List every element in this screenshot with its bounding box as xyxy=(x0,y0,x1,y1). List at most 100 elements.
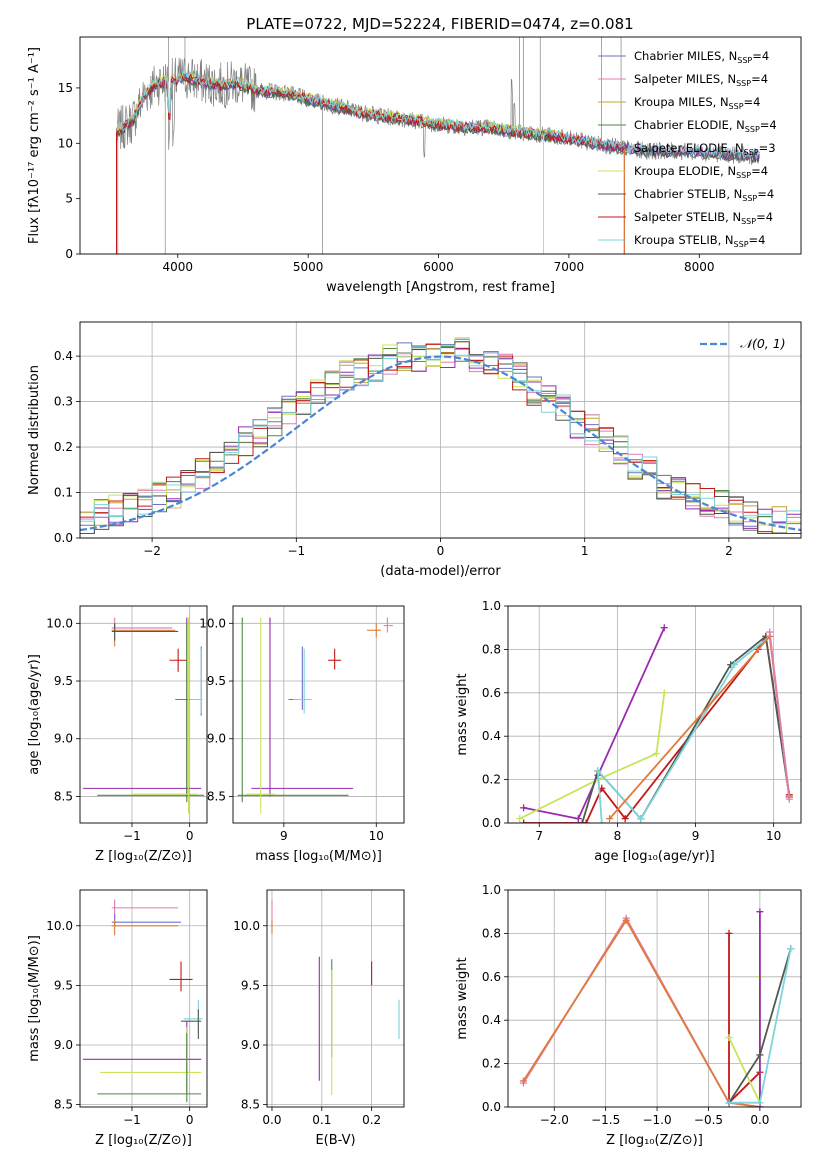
legend-label: Chabrier MILES, NSSP=4 xyxy=(634,49,769,65)
weight-marker-salpeter_stelib xyxy=(725,929,733,937)
x-axis-label: mass [log₁₀(M/M⊙)] xyxy=(255,849,382,864)
x-axis-label: E(B-V) xyxy=(315,1133,355,1148)
weight-marker-kroupa_elodie xyxy=(725,1034,733,1042)
x-tick-label: −1 xyxy=(123,1113,141,1127)
y-tick-label: 9.5 xyxy=(207,674,226,688)
y-tick-label: 0.4 xyxy=(54,349,73,363)
weight-line-orange xyxy=(522,918,761,1107)
legend-subscript: SSP xyxy=(734,240,749,249)
residual-histogram-panel: −2 −1 0 1 2 0.0 0.1 0.2 0.3 0.4 (data-model)/error… xyxy=(27,321,802,579)
model-spectrum-kroupa_stelib xyxy=(116,69,760,160)
weight-marker-kroupa_elodie xyxy=(652,750,660,758)
y-tick-label: 9.0 xyxy=(241,1038,260,1052)
weight-line-salpeter_miles xyxy=(768,631,791,800)
legend-subscript: SSP xyxy=(736,171,751,180)
plot-area xyxy=(516,624,793,823)
x-tick-label: −1 xyxy=(287,544,305,558)
legend-label: Salpeter ELODIE, NSSP=3 xyxy=(634,141,776,157)
y-tick-label: 9.0 xyxy=(54,732,73,746)
legend-subscript: SSP xyxy=(736,79,751,88)
weight-marker-salpeter_elodie xyxy=(520,804,528,812)
legend-subscript: SSP xyxy=(741,217,756,226)
x-tick-label: 9 xyxy=(692,829,700,843)
x-tick-label: 8 xyxy=(614,829,622,843)
axes-frame xyxy=(79,605,208,824)
axes-frame xyxy=(79,889,208,1108)
histogram-kroupa_elodie xyxy=(80,337,801,534)
legend-subscript: SSP xyxy=(742,194,757,203)
legend-label: Salpeter STELIB, NSSP=4 xyxy=(634,210,773,226)
legend-suffix: =4 xyxy=(752,49,769,63)
y-tick-label: 10 xyxy=(58,136,73,150)
legend-suffix: =4 xyxy=(751,72,768,86)
weight-line-orange xyxy=(608,634,791,820)
y-tick-label: 0.2 xyxy=(482,773,501,787)
x-tick-label: 2 xyxy=(725,544,733,558)
axes-frame xyxy=(79,321,802,539)
x-tick-label: 0 xyxy=(186,1113,194,1127)
x-tick-label: 0.0 xyxy=(750,1113,769,1127)
y-tick-label: 8.5 xyxy=(54,1098,73,1112)
weight-marker-kroupa_stelib xyxy=(725,1099,733,1107)
y-tick-label: 0.2 xyxy=(482,1057,501,1071)
x-tick-label: 8000 xyxy=(684,260,715,274)
y-tick-label: 9.0 xyxy=(54,1038,73,1052)
weight-vs-age-panel: 7 8 9 10 0.0 0.2 0.4 0.6 0.8 1.0 age [log₁₀(age/yr… xyxy=(455,599,802,864)
weight-marker-salpeter_stelib xyxy=(520,819,528,823)
y-axis-label: age [log₁₀(age/yr)] xyxy=(27,654,42,775)
weight-marker-kroupa_elodie xyxy=(660,689,668,697)
x-tick-label: 10 xyxy=(766,829,781,843)
x-tick-label: 0.2 xyxy=(362,1113,381,1127)
y-tick-label: 0.6 xyxy=(482,970,501,984)
weight-line-salpeter_elodie xyxy=(523,627,666,820)
legend-suffix: =4 xyxy=(756,210,773,224)
y-tick-label: 0 xyxy=(65,247,73,261)
y-tick-label: 0.2 xyxy=(54,440,73,454)
weight-marker-orange xyxy=(622,916,630,924)
x-axis-label: (data-model)/error xyxy=(380,564,501,579)
y-axis-label: mass weight xyxy=(455,673,470,755)
x-tick-label: −1.5 xyxy=(591,1113,620,1127)
plot-area xyxy=(237,617,393,814)
x-axis-label: Z [log₁₀(Z/Z⊙)] xyxy=(95,849,192,864)
legend-subscript: SSP xyxy=(745,125,760,134)
x-tick-label: 0 xyxy=(186,829,194,843)
weight-marker-salpeter_elodie xyxy=(574,815,582,823)
weight-marker-salpeter_miles xyxy=(766,628,774,636)
x-tick-label: 6000 xyxy=(423,260,454,274)
legend-suffix: =4 xyxy=(751,164,768,178)
weight-vs-metallicity-panel: −2.0 −1.5 −1.0 −0.5 0.0 0.0 0.2 0.4 0.6 0.8 1.0 Z [… xyxy=(455,883,802,1148)
y-tick-label: 0.8 xyxy=(482,642,501,656)
weight-marker-kroupa_stelib xyxy=(594,767,602,775)
y-tick-label: 0.8 xyxy=(482,926,501,940)
axes-frame xyxy=(507,889,802,1108)
legend-label: Chabrier STELIB, NSSP=4 xyxy=(634,187,774,203)
legend-label: Kroupa STELIB, NSSP=4 xyxy=(634,233,765,249)
weight-marker-salpeter_stelib xyxy=(621,815,629,823)
x-tick-label: −2 xyxy=(143,544,161,558)
y-tick-label: 9.0 xyxy=(207,732,226,746)
y-axis-label: Flux [fλ10⁻¹⁷ erg cm⁻² s⁻¹ A⁻¹] xyxy=(27,47,42,244)
weight-marker-salpeter_miles xyxy=(785,795,793,803)
weight-line-kroupa_elodie xyxy=(728,976,761,1104)
y-tick-label: 9.5 xyxy=(54,674,73,688)
axes-frame xyxy=(266,889,405,1108)
legend-subscript: SSP xyxy=(729,102,744,111)
gaussian-reference-curve xyxy=(80,355,801,532)
y-axis-label: mass [log₁₀(M/M⊙)] xyxy=(27,935,42,1062)
y-tick-label: 8.5 xyxy=(241,1098,260,1112)
weight-marker-salpeter_elodie xyxy=(660,624,668,632)
y-axis-label: Normed distribution xyxy=(27,365,42,495)
y-axis-label: mass weight xyxy=(455,957,470,1039)
weight-marker-chabrier_stelib xyxy=(756,1051,764,1059)
weight-line-salpeter_stelib xyxy=(523,633,791,823)
weight-marker-orange xyxy=(519,1077,527,1085)
plot-area xyxy=(116,37,760,254)
plot-area xyxy=(82,899,203,1103)
y-tick-label: 10.0 xyxy=(199,616,226,630)
y-tick-label: 0.0 xyxy=(482,1100,501,1114)
x-tick-label: 4000 xyxy=(163,260,194,274)
y-tick-label: 0.6 xyxy=(482,686,501,700)
x-axis-label: Z [log₁₀(Z/Z⊙)] xyxy=(606,1133,703,1148)
